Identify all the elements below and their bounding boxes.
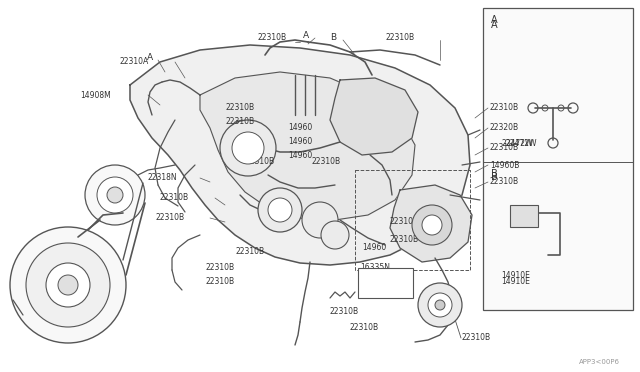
- Circle shape: [46, 263, 90, 307]
- Text: A: A: [147, 54, 153, 62]
- Bar: [483, 8, 633, 310]
- Text: 22310B: 22310B: [245, 157, 274, 167]
- Text: 22310B: 22310B: [385, 33, 414, 42]
- Circle shape: [85, 165, 145, 225]
- Polygon shape: [130, 45, 470, 265]
- Text: 22310B: 22310B: [235, 247, 264, 257]
- Text: 22310B: 22310B: [258, 33, 287, 42]
- Circle shape: [107, 187, 123, 203]
- Circle shape: [258, 188, 302, 232]
- Text: A: A: [491, 15, 498, 25]
- Circle shape: [412, 205, 452, 245]
- Text: 22310B: 22310B: [312, 157, 341, 167]
- Text: 14960: 14960: [288, 138, 312, 147]
- Text: 22310B: 22310B: [390, 235, 419, 244]
- Polygon shape: [200, 72, 415, 220]
- Text: 22310B: 22310B: [490, 103, 519, 112]
- Circle shape: [97, 177, 133, 213]
- Text: APP3<00P6: APP3<00P6: [579, 359, 620, 365]
- Circle shape: [302, 202, 338, 238]
- Text: 22472W: 22472W: [505, 140, 536, 148]
- Text: 22318M: 22318M: [370, 291, 401, 299]
- Text: 22310B: 22310B: [205, 263, 234, 273]
- Text: 22310B: 22310B: [225, 118, 254, 126]
- Text: 14960B: 14960B: [490, 160, 520, 170]
- Text: 22318N: 22318N: [148, 173, 178, 183]
- Polygon shape: [330, 78, 418, 155]
- Circle shape: [321, 221, 349, 249]
- Text: 14908M: 14908M: [80, 90, 111, 99]
- Bar: [358, 268, 413, 298]
- Text: 22310B: 22310B: [155, 214, 184, 222]
- Text: 22310B: 22310B: [350, 324, 379, 333]
- Text: B: B: [491, 169, 498, 179]
- Text: 22320B: 22320B: [490, 124, 519, 132]
- Circle shape: [418, 283, 462, 327]
- Text: 16335N: 16335N: [360, 263, 390, 273]
- Text: 22310A: 22310A: [120, 58, 149, 67]
- Circle shape: [220, 120, 276, 176]
- Circle shape: [26, 243, 110, 327]
- Circle shape: [10, 227, 126, 343]
- Text: 14960: 14960: [362, 244, 387, 253]
- Text: 14910E: 14910E: [501, 270, 530, 279]
- Text: 14960: 14960: [288, 124, 312, 132]
- Text: 22310B: 22310B: [160, 193, 189, 202]
- Text: A: A: [491, 20, 498, 30]
- Circle shape: [422, 215, 442, 235]
- Text: 22472W: 22472W: [501, 140, 532, 148]
- Text: A: A: [303, 31, 309, 39]
- Text: 22310B: 22310B: [225, 103, 254, 112]
- Circle shape: [435, 300, 445, 310]
- Circle shape: [232, 132, 264, 164]
- Circle shape: [58, 275, 78, 295]
- Text: B: B: [330, 33, 336, 42]
- Bar: [510, 205, 538, 227]
- Text: 22310B: 22310B: [490, 177, 519, 186]
- Text: 22310B: 22310B: [330, 308, 359, 317]
- Circle shape: [268, 198, 292, 222]
- Text: 14960: 14960: [288, 151, 312, 160]
- Text: 14910E: 14910E: [501, 278, 530, 286]
- Text: B: B: [491, 172, 498, 182]
- Text: 22310B: 22310B: [205, 278, 234, 286]
- Text: 22310B: 22310B: [490, 144, 519, 153]
- Polygon shape: [390, 185, 472, 262]
- Text: 22310B: 22310B: [390, 218, 419, 227]
- Circle shape: [428, 293, 452, 317]
- Text: 22310B: 22310B: [462, 334, 491, 343]
